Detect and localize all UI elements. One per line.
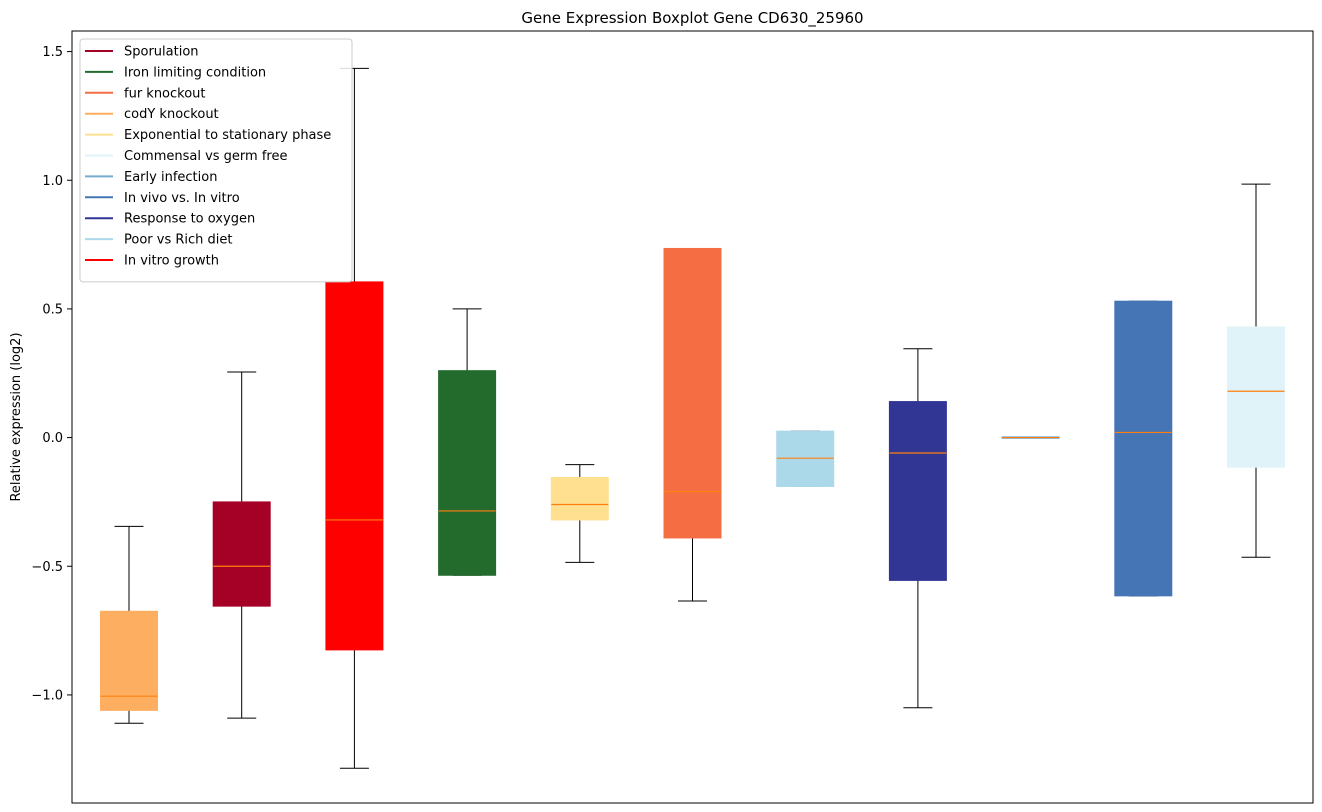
- legend-label: Poor vs Rich diet: [124, 233, 232, 248]
- box-9: [1001, 436, 1060, 439]
- box-body: [325, 281, 384, 651]
- legend-label: Iron limiting condition: [124, 65, 266, 80]
- legend-entry: Iron limiting condition: [85, 65, 266, 80]
- y-tick-label: 1.5: [42, 45, 63, 60]
- box-7: [776, 430, 835, 487]
- box-body: [212, 501, 271, 607]
- legend-box: [79, 38, 353, 283]
- y-tick-label: −0.5: [31, 560, 63, 575]
- legend-label: Early infection: [124, 170, 217, 185]
- chart-title: Gene Expression Boxplot Gene CD630_25960: [521, 9, 863, 28]
- y-tick-label: 1.0: [42, 174, 63, 189]
- legend-label: fur knockout: [124, 86, 206, 101]
- box-3: [325, 67, 384, 769]
- legend-entry: In vivo vs. In vitro: [85, 191, 240, 206]
- y-tick-label: 0.5: [42, 302, 63, 317]
- legend-label: Exponential to stationary phase: [124, 128, 331, 143]
- box-body: [100, 610, 158, 711]
- box-5: [550, 464, 609, 563]
- box-11: [1227, 183, 1285, 558]
- y-tick-label: 0.0: [42, 431, 63, 446]
- legend-label: In vitro growth: [124, 254, 219, 269]
- y-tick-label: −1.0: [31, 688, 63, 703]
- legend: Sporulation Iron limiting condition fur kn…: [79, 38, 353, 283]
- legend-entry: Commensal vs germ free: [85, 149, 287, 164]
- y-axis: −1.0 −0.5 0.0 0.5 1.0 1.5: [31, 45, 72, 703]
- legend-label: Commensal vs germ free: [124, 149, 287, 164]
- plot-frame: [71, 30, 1314, 804]
- legend-label: codY knockout: [124, 107, 219, 122]
- box-body: [888, 401, 947, 581]
- legend-entry: Poor vs Rich diet: [85, 233, 232, 248]
- legend-label: Response to oxygen: [124, 212, 255, 227]
- box-body: [776, 430, 835, 487]
- box-body: [1114, 300, 1173, 597]
- box-body: [663, 247, 722, 539]
- box-10: [1114, 300, 1173, 597]
- box-body: [1227, 326, 1285, 468]
- legend-entry: fur knockout: [85, 86, 206, 101]
- legend-entry: Response to oxygen: [85, 212, 255, 227]
- y-axis-label: Relative expression (log2): [9, 332, 24, 501]
- plot-area: [100, 67, 1285, 769]
- legend-entry: Exponential to stationary phase: [85, 128, 331, 143]
- legend-entry: Sporulation: [85, 45, 199, 60]
- legend-label: Sporulation: [124, 45, 199, 60]
- legend-label: In vivo vs. In vitro: [124, 191, 240, 206]
- box-6: [663, 247, 722, 602]
- legend-entry: codY knockout: [85, 107, 219, 122]
- box-body: [438, 370, 497, 576]
- box-1: [100, 525, 158, 724]
- box-body: [550, 476, 609, 521]
- box-8: [888, 348, 947, 709]
- box-2: [212, 371, 271, 719]
- legend-entry: Early infection: [85, 170, 217, 185]
- legend-entry: In vitro growth: [85, 254, 219, 269]
- box-4: [438, 308, 497, 576]
